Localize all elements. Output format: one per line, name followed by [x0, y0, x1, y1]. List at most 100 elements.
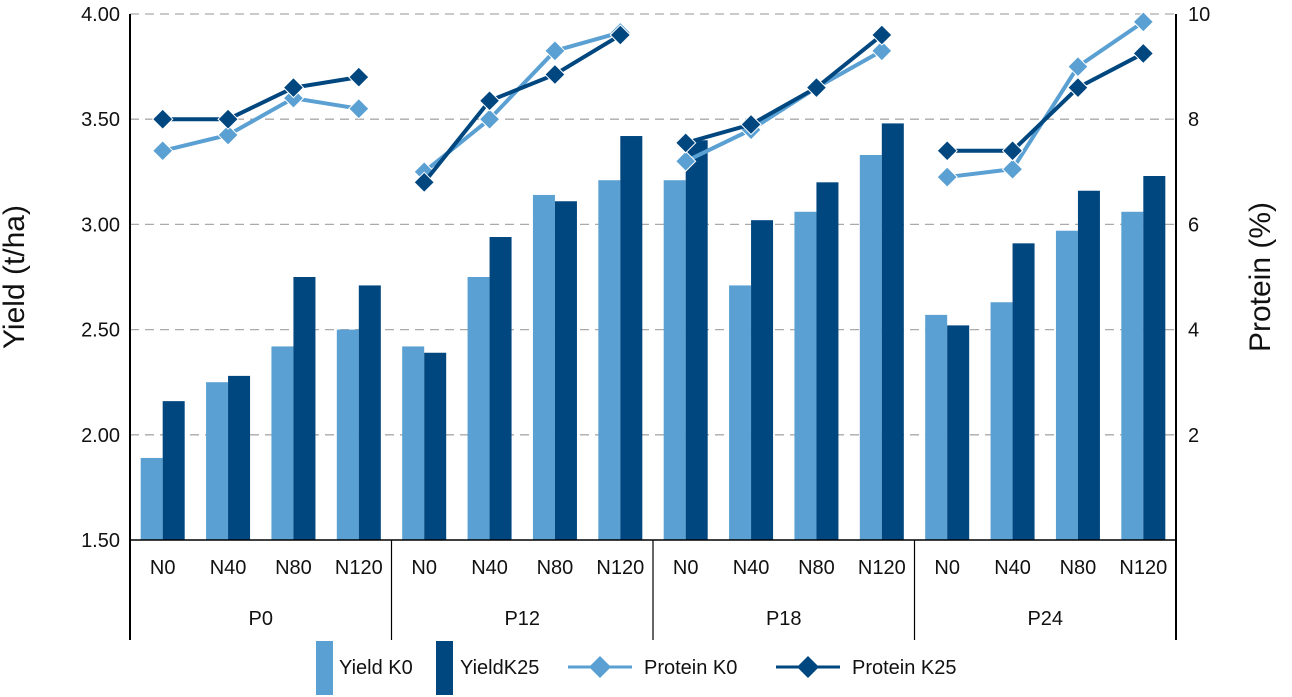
marker-protein-k25: [151, 108, 174, 130]
bar-yield-k0: [663, 180, 686, 540]
protein-lines: [151, 11, 1155, 194]
axes: 1.50 2.00 2.50 3.00 3.50 4.00 2 4 6 8 10 N0 N40 N80 N1…: [81, 4, 1210, 640]
bar-yield-k25: [162, 401, 185, 540]
bar-yield-k25: [620, 136, 643, 541]
marker-protein-k0: [217, 124, 239, 146]
bar-yield-k0: [1121, 211, 1144, 540]
bar-yield-k0: [729, 285, 752, 540]
bar-yield-k25: [1143, 176, 1166, 540]
y-tick-label: 2.00: [81, 425, 120, 447]
bar-yield-k0: [598, 180, 621, 540]
legend-label-protein-k25: Protein K25: [852, 657, 957, 679]
line-protein-k25: [162, 75, 360, 122]
bar-yield-k0: [532, 194, 555, 540]
legend-label-yield-k25: YieldK25: [460, 657, 539, 679]
marker-protein-k25: [740, 113, 762, 136]
bar-yield-k25: [358, 285, 381, 540]
marker-protein-k25: [936, 140, 958, 162]
x-tick-label: N40: [994, 557, 1031, 579]
bar-yield-k0: [925, 314, 948, 540]
line-protein-k25: [685, 33, 884, 145]
x-tick-label: N0: [150, 557, 176, 579]
bar-yield-k0: [794, 211, 817, 540]
y2-tick-label: 2: [1188, 425, 1199, 447]
group-label: P18: [766, 608, 802, 630]
y-tick-label: 4.00: [81, 4, 120, 26]
bar-yield-k0: [206, 382, 229, 540]
y2-axis-label: Protein (%): [1244, 202, 1277, 352]
line-protein-k0: [162, 96, 360, 153]
bar-yield-k25: [293, 277, 316, 540]
y-tick-label: 3.00: [81, 214, 120, 236]
x-tick-label: N40: [471, 557, 508, 579]
marker-protein-k0: [1001, 158, 1024, 180]
marker-protein-k25: [1132, 42, 1155, 65]
legend-diamond-icon-k0: [589, 656, 611, 678]
bar-yield-k0: [467, 277, 490, 540]
y-axis-label: Yield (t/ha): [0, 205, 31, 349]
x-tick-label: N0: [673, 557, 699, 579]
group-label: P24: [1027, 608, 1063, 630]
legend-swatch-yield-k25: [436, 641, 453, 695]
y2-tick-label: 8: [1188, 109, 1199, 131]
marker-protein-k25: [413, 171, 435, 194]
y2-tick-label: 4: [1188, 320, 1199, 342]
y2-tick-label: 6: [1188, 214, 1199, 236]
line-protein-k25: [947, 51, 1145, 153]
marker-protein-k0: [674, 150, 697, 172]
y-tick-label: 1.50: [81, 530, 120, 552]
x-tick-label: N80: [275, 557, 312, 579]
group-label: P12: [504, 608, 540, 630]
marker-protein-k25: [217, 108, 239, 130]
bar-yield-k25: [881, 123, 904, 541]
y2-tick-label: 10: [1188, 4, 1210, 26]
x-tick-label: N80: [798, 557, 835, 579]
y-tick-label: 3.50: [81, 109, 120, 131]
x-tick-label: N120: [335, 557, 383, 579]
marker-protein-k25: [348, 66, 370, 88]
marker-protein-k25: [609, 24, 632, 46]
x-tick-label: N120: [858, 557, 906, 579]
bar-yield-k0: [402, 346, 425, 540]
marker-protein-k0: [544, 40, 566, 62]
bar-yield-k0: [1055, 230, 1078, 540]
legend-label-protein-k0: Protein K0: [644, 657, 737, 679]
legend-diamond-icon-k25: [797, 656, 819, 678]
x-tick-label: N80: [1060, 557, 1097, 579]
bar-yield-k25: [816, 182, 839, 540]
marker-protein-k0: [871, 40, 893, 62]
x-tick-label: N0: [934, 557, 960, 579]
x-tick-label: N0: [411, 557, 437, 579]
line-protein-k0: [422, 30, 621, 174]
marker-protein-k0: [1067, 55, 1089, 78]
bar-yield-k25: [1077, 190, 1100, 540]
marker-protein-k0: [478, 108, 501, 130]
marker-protein-k25: [1001, 140, 1024, 162]
x-tick-label: N40: [210, 557, 247, 579]
legend-swatch-yield-k0: [316, 641, 333, 695]
x-tick-label: N120: [1119, 557, 1167, 579]
bar-yield-k25: [228, 375, 251, 540]
line-protein-k0: [684, 49, 883, 164]
marker-protein-k25: [544, 63, 566, 86]
bar-yield-k25: [424, 352, 447, 540]
line-protein-k0: [946, 20, 1145, 180]
bar-yield-k0: [271, 346, 294, 540]
group-label: P0: [249, 608, 273, 630]
bar-yield-k25: [685, 140, 708, 541]
line-protein-k25: [422, 33, 622, 184]
marker-protein-k25: [674, 132, 697, 154]
marker-protein-k25: [805, 76, 828, 99]
x-tick-label: N40: [733, 557, 770, 579]
bar-yield-k25: [554, 201, 577, 541]
y-tick-label: 2.50: [81, 320, 120, 342]
marker-protein-k25: [1067, 76, 1089, 99]
marker-protein-k0: [1132, 11, 1155, 33]
bar-yield-k0: [336, 329, 359, 540]
bar-yield-k0: [990, 302, 1013, 540]
marker-protein-k0: [151, 140, 174, 162]
x-tick-label: N80: [537, 557, 574, 579]
bar-yield-k0: [859, 154, 882, 540]
